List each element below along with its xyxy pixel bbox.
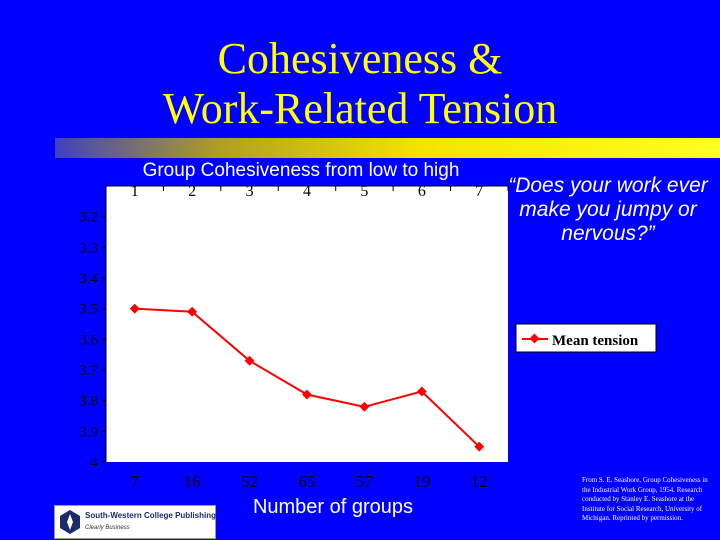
data-point: [359, 401, 370, 412]
publisher-tagline: Clearly Business: [85, 525, 130, 531]
data-point: [416, 386, 427, 397]
y-tick-label: 3.5: [79, 302, 98, 318]
x-tick-label: 7: [475, 183, 483, 200]
slide-title: Cohesiveness & Work-Related Tension: [0, 34, 720, 134]
data-point: [187, 306, 198, 317]
x-tick-label: 4: [303, 183, 311, 200]
y-tick-label: 3.2: [79, 210, 98, 226]
publisher-name: South-Western College Publishing: [85, 511, 216, 520]
data-point: [244, 355, 255, 366]
plot-area: [106, 186, 508, 462]
bottom-axis-label: Number of groups: [253, 496, 413, 518]
x-tick-label: 2: [188, 183, 196, 200]
legend-marker: [529, 333, 540, 344]
data-point: [474, 441, 485, 452]
group-count-label: 65: [299, 472, 316, 491]
data-point: [129, 303, 140, 314]
title-underline: [55, 138, 720, 158]
group-count-label: 16: [184, 472, 201, 491]
title-line-2: Work-Related Tension: [162, 84, 558, 133]
y-tick-label: 3.4: [79, 271, 98, 287]
publisher-logo: South-Western College Publishing Clearly…: [54, 505, 216, 539]
y-tick-label: 3.9: [79, 424, 98, 440]
survey-question: “Does your work ever make you jumpy or n…: [508, 174, 708, 245]
y-tick-label: 3.7: [79, 363, 98, 379]
group-count-label: 12: [471, 472, 488, 491]
x-tick-label: 5: [360, 183, 368, 200]
group-count-label: 7: [130, 472, 139, 491]
x-tick-label: 6: [418, 183, 426, 200]
chart-legend: Mean tension: [515, 323, 657, 353]
group-count-label: 19: [413, 472, 430, 491]
x-tick-label: 3: [246, 183, 254, 200]
source-credit: From S. E. Seashore, Group Cohesiveness …: [582, 476, 708, 522]
data-point: [302, 389, 312, 400]
y-tick-label: 3.6: [79, 332, 98, 348]
x-tick-label: 1: [131, 183, 139, 200]
title-line-1: Cohesiveness &: [217, 34, 503, 83]
top-axis-label: Group Cohesiveness from low to high: [143, 160, 460, 181]
group-count-label: 57: [356, 472, 374, 491]
y-tick-label: 3.8: [79, 394, 98, 410]
legend-label: Mean tension: [552, 333, 639, 349]
compass-icon: [60, 510, 80, 534]
y-tick-label: 3.3: [79, 240, 98, 256]
group-count-label: 52: [241, 472, 258, 491]
y-tick-label: 4: [91, 455, 99, 471]
